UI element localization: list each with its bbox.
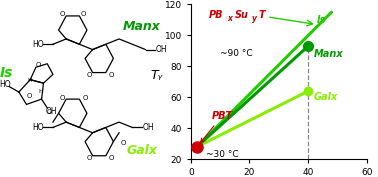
Text: T: T — [258, 10, 265, 20]
Text: Manx: Manx — [314, 49, 344, 59]
Text: OH: OH — [156, 45, 167, 54]
Text: O: O — [82, 95, 88, 101]
Text: O: O — [86, 72, 91, 78]
Y-axis label: Tᵧ: Tᵧ — [150, 69, 163, 82]
Text: O: O — [36, 62, 42, 68]
Text: PBT: PBT — [201, 111, 232, 142]
Text: HO: HO — [32, 123, 43, 132]
Text: Galx: Galx — [126, 144, 157, 157]
Text: ~90 °C: ~90 °C — [220, 50, 253, 58]
Text: O: O — [81, 11, 86, 17]
Text: HO: HO — [32, 40, 43, 49]
Text: Is: Is — [0, 65, 13, 80]
Text: O: O — [60, 95, 65, 101]
Text: x: x — [228, 14, 232, 23]
Text: H: H — [27, 78, 32, 83]
Text: PB: PB — [209, 10, 223, 20]
Text: Is: Is — [317, 15, 326, 25]
Text: O: O — [46, 109, 52, 115]
Text: HO: HO — [0, 81, 11, 89]
Text: O: O — [26, 93, 32, 99]
Text: y: y — [253, 14, 257, 23]
Text: Galx: Galx — [314, 92, 338, 102]
Text: O: O — [60, 11, 65, 17]
Text: Manx: Manx — [123, 20, 161, 33]
Text: OH: OH — [143, 123, 154, 132]
Text: Su: Su — [235, 10, 249, 20]
Text: ~30 °C: ~30 °C — [206, 150, 238, 159]
Text: OH: OH — [45, 107, 57, 116]
Text: O: O — [120, 140, 125, 146]
Text: O: O — [86, 155, 91, 161]
Text: O: O — [109, 155, 114, 161]
Text: H: H — [38, 89, 43, 94]
Text: O: O — [109, 72, 114, 78]
